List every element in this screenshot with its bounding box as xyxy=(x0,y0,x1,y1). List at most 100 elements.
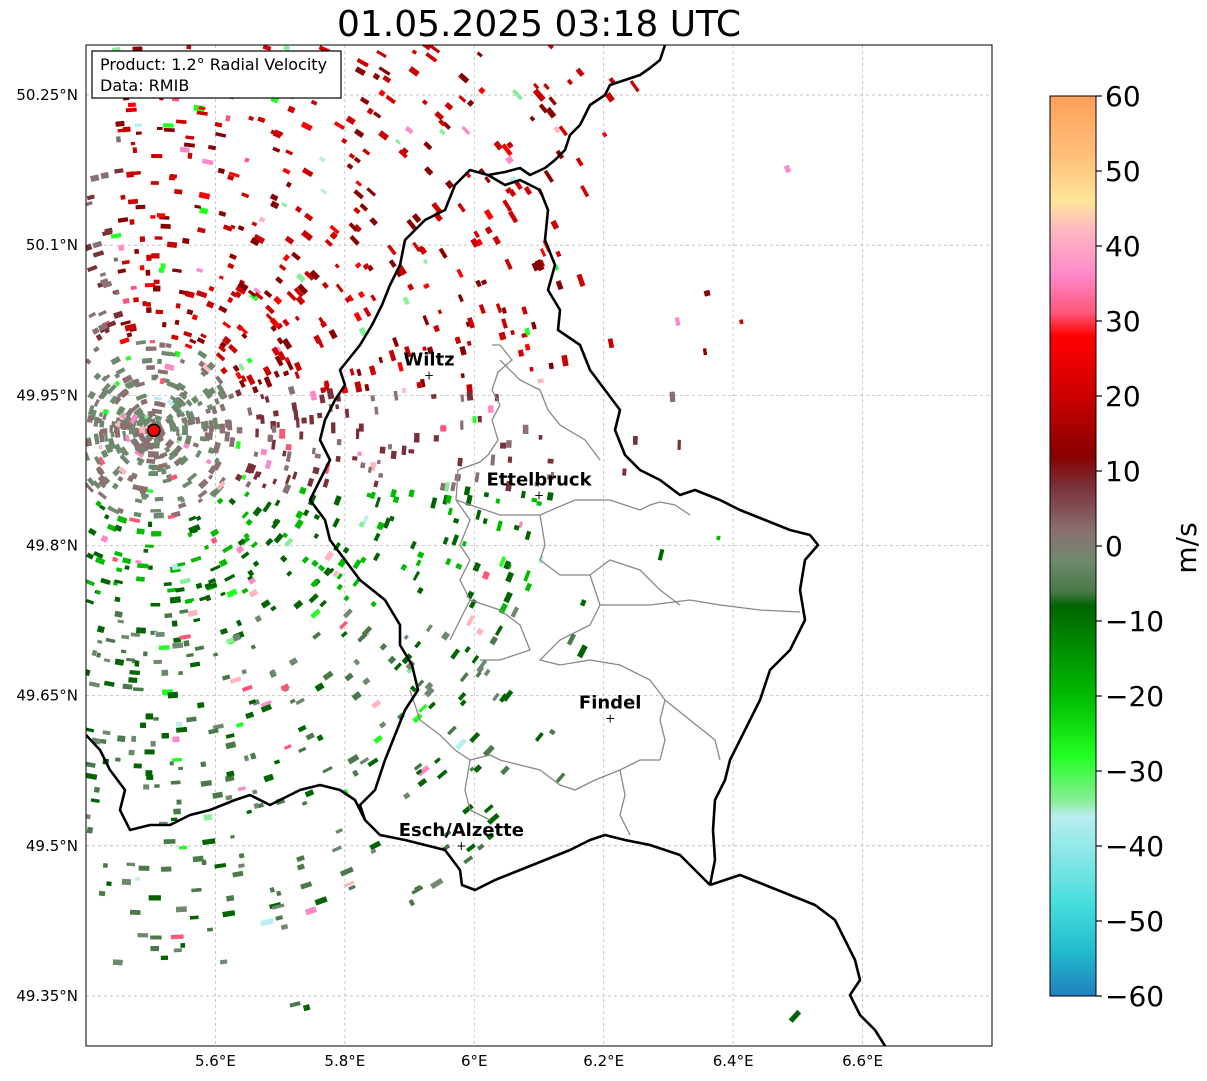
echo-gate xyxy=(124,410,133,422)
echo-gate xyxy=(251,386,259,394)
echo-gate xyxy=(218,210,227,217)
echo-gate xyxy=(184,343,193,350)
echo-gate xyxy=(601,131,608,138)
colorbar-unit-label: m/s xyxy=(1170,522,1203,573)
echo-gate xyxy=(98,890,106,897)
echo-gate xyxy=(352,559,362,570)
echo-gate xyxy=(218,344,227,353)
echo-gate xyxy=(393,662,403,671)
echo-gate xyxy=(332,570,340,578)
echo-gate xyxy=(188,515,197,522)
echo-gate xyxy=(195,290,208,299)
echo-gate xyxy=(530,321,537,330)
echo-gate xyxy=(102,730,111,736)
echo-gate xyxy=(135,877,140,881)
echo-gate xyxy=(249,752,257,760)
canton-border xyxy=(449,454,489,641)
echo-gate xyxy=(383,517,392,529)
echo-gate xyxy=(370,848,377,855)
echo-gate xyxy=(264,459,272,470)
echo-gate xyxy=(99,420,105,428)
echo-gate xyxy=(518,521,523,529)
echo-gate xyxy=(313,513,321,521)
echo-gate xyxy=(138,865,150,871)
echo-gate xyxy=(163,838,176,845)
echo-gate xyxy=(388,259,397,268)
echo-gate xyxy=(307,477,315,488)
echo-gate xyxy=(163,582,172,587)
echo-gate xyxy=(281,338,293,350)
echo-gate xyxy=(144,749,155,755)
echo-gate xyxy=(461,125,471,136)
echo-gate xyxy=(114,290,120,296)
echo-gate xyxy=(163,122,174,128)
echo-gate xyxy=(286,290,297,302)
echo-gate xyxy=(422,315,430,326)
echo-gate xyxy=(106,383,117,395)
echo-gate xyxy=(134,381,146,388)
echo-gate xyxy=(179,577,191,585)
echo-gate xyxy=(301,556,310,564)
echo-gate xyxy=(514,180,523,190)
echo-gate xyxy=(225,114,231,122)
echo-gate xyxy=(457,692,467,701)
echo-gate xyxy=(176,726,188,733)
echo-gate xyxy=(347,294,355,302)
echo-gate xyxy=(509,175,517,184)
echo-gate xyxy=(281,202,288,208)
echo-gate xyxy=(323,567,333,577)
echo-gate xyxy=(148,451,159,458)
echo-gate xyxy=(226,770,235,778)
echo-gate xyxy=(312,466,320,475)
echo-gate xyxy=(87,390,96,400)
echo-gate xyxy=(143,784,150,790)
echo-gate xyxy=(145,302,151,307)
echo-gate xyxy=(208,285,215,292)
echo-gate xyxy=(433,324,440,333)
echo-gate xyxy=(232,364,240,373)
echo-gate xyxy=(115,406,124,416)
echo-gate xyxy=(314,682,325,692)
echo-gate xyxy=(236,427,243,434)
echo-gate xyxy=(495,303,503,314)
echo-gate xyxy=(198,360,206,368)
echo-gate xyxy=(194,204,202,209)
echo-gate xyxy=(93,372,102,381)
echo-gate xyxy=(209,564,221,572)
echo-gate xyxy=(463,855,474,865)
echo-gate xyxy=(460,420,464,430)
echo-gate xyxy=(102,280,113,289)
echo-gate xyxy=(192,442,200,448)
echo-gate xyxy=(154,414,163,422)
info-data-text: Data: RMIB xyxy=(100,76,189,95)
echo-gate xyxy=(97,491,108,500)
echo-gate xyxy=(531,261,540,272)
canton-border xyxy=(519,759,660,791)
echo-gate xyxy=(788,1009,802,1023)
canton-border xyxy=(664,699,721,761)
city-plus-marker: + xyxy=(605,712,615,726)
echo-gate xyxy=(379,642,388,651)
echo-gate xyxy=(355,428,360,440)
lat-tick-label: 49.35°N xyxy=(16,987,78,1005)
echo-gate xyxy=(483,668,491,677)
echo-gate xyxy=(92,250,105,258)
echo-gate xyxy=(425,624,433,633)
echo-gate xyxy=(96,625,105,634)
echo-gate xyxy=(97,474,109,486)
echo-gate xyxy=(669,391,676,403)
echo-gate xyxy=(336,438,342,446)
echo-gate xyxy=(505,186,513,194)
echo-gate xyxy=(316,734,324,742)
echo-gate xyxy=(495,498,501,504)
echo-gate xyxy=(351,691,362,701)
echo-gate xyxy=(283,45,291,52)
echo-gate xyxy=(246,809,253,815)
echo-gate xyxy=(262,365,272,377)
echo-gate xyxy=(105,320,117,329)
echo-gate xyxy=(478,303,486,315)
echo-gate xyxy=(227,343,238,354)
echo-gate xyxy=(279,428,286,439)
echo-gate xyxy=(245,711,255,720)
echo-gate xyxy=(272,410,279,417)
